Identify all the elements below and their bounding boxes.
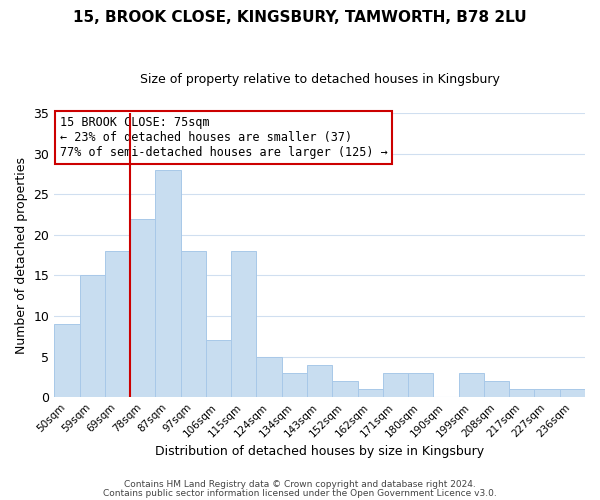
Bar [332,381,358,397]
Text: 15, BROOK CLOSE, KINGSBURY, TAMWORTH, B78 2LU: 15, BROOK CLOSE, KINGSBURY, TAMWORTH, B7… [73,10,527,25]
Bar [181,251,206,397]
Text: Contains public sector information licensed under the Open Government Licence v3: Contains public sector information licen… [103,488,497,498]
Bar [535,389,560,397]
Bar [80,276,105,397]
Bar [358,389,383,397]
Y-axis label: Number of detached properties: Number of detached properties [15,156,28,354]
Bar [484,381,509,397]
X-axis label: Distribution of detached houses by size in Kingsbury: Distribution of detached houses by size … [155,444,484,458]
Bar [206,340,231,397]
Bar [282,373,307,397]
Bar [256,356,282,397]
Bar [560,389,585,397]
Bar [383,373,408,397]
Bar [105,251,130,397]
Bar [231,251,256,397]
Bar [307,364,332,397]
Bar [408,373,433,397]
Bar [155,170,181,397]
Bar [509,389,535,397]
Text: 15 BROOK CLOSE: 75sqm
← 23% of detached houses are smaller (37)
77% of semi-deta: 15 BROOK CLOSE: 75sqm ← 23% of detached … [59,116,388,159]
Title: Size of property relative to detached houses in Kingsbury: Size of property relative to detached ho… [140,72,500,86]
Text: Contains HM Land Registry data © Crown copyright and database right 2024.: Contains HM Land Registry data © Crown c… [124,480,476,489]
Bar [130,218,155,397]
Bar [458,373,484,397]
Bar [54,324,80,397]
